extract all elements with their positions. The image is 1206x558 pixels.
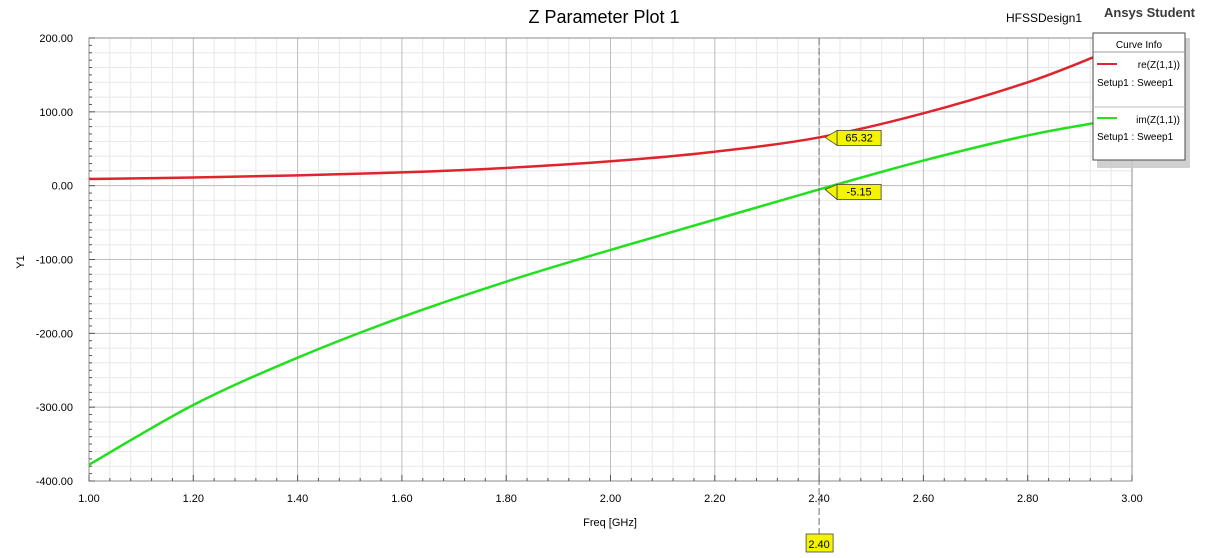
x-tick-label: 2.80 xyxy=(1017,493,1038,505)
chart-title: Z Parameter Plot 1 xyxy=(528,7,679,27)
brand-label: Ansys Student xyxy=(1104,5,1196,20)
y-minor-ticks xyxy=(89,37,95,482)
series-line-0 xyxy=(88,55,1096,181)
legend-sub-re: Setup1 : Sweep1 xyxy=(1097,78,1174,89)
marker-flag xyxy=(836,130,882,146)
x-tick-label: 2.20 xyxy=(704,493,725,505)
legend-series-im: im(Z(1,1)) xyxy=(1136,115,1180,126)
marker-flag xyxy=(836,184,882,200)
x-axis-label: Freq [GHz] xyxy=(583,517,637,529)
x-tick-label: 2.00 xyxy=(600,493,621,505)
series-lines xyxy=(88,55,1096,466)
x-minor-ticks xyxy=(88,475,1133,481)
design-name: HFSSDesign1 xyxy=(1006,11,1082,25)
y-tick-labels: 200.00 100.00 0.00 -100.00 -200.00 -300.00 -40… xyxy=(36,33,73,488)
legend-series-re: re(Z(1,1)) xyxy=(1138,60,1180,71)
x-tick-label: 1.80 xyxy=(495,493,516,505)
y-tick-label: 200.00 xyxy=(39,33,73,45)
marker-value-label: -5.15 xyxy=(847,186,872,198)
marker-value-label: 65.32 xyxy=(845,132,873,144)
marker-x-label: 2.40 xyxy=(808,539,829,551)
y-tick-label: 100.00 xyxy=(39,107,73,119)
x-tick-labels: 1.00 1.20 1.40 1.60 1.80 2.00 2.20 2.40 2.60 2.80… xyxy=(78,493,1142,505)
curve-info-legend[interactable]: Curve Info re(Z(1,1)) Setup1 : Sweep1 im… xyxy=(1092,32,1190,168)
x-tick-label: 2.60 xyxy=(913,493,934,505)
y-tick-label: -100.00 xyxy=(36,255,73,267)
series-line-1 xyxy=(88,121,1096,466)
y-axis-label: Y1 xyxy=(15,255,27,268)
x-tick-label: 1.20 xyxy=(183,493,204,505)
y-tick-label: -400.00 xyxy=(36,476,73,488)
x-tick-label: 1.40 xyxy=(287,493,308,505)
x-tick-label: 1.00 xyxy=(78,493,99,505)
marker-x-flag xyxy=(805,533,834,553)
y-tick-label: 0.00 xyxy=(52,181,73,193)
major-grid xyxy=(88,37,1133,482)
marker-labels: 65.32 -5.15 2.40 xyxy=(805,129,882,553)
y-tick-label: -200.00 xyxy=(36,328,73,340)
marker-pointer xyxy=(824,129,838,147)
x-tick-label: 1.60 xyxy=(391,493,412,505)
x-tick-label: 3.00 xyxy=(1121,493,1142,505)
legend-title: Curve Info xyxy=(1116,40,1163,51)
y-tick-label: -300.00 xyxy=(36,402,73,414)
legend-sub-im: Setup1 : Sweep1 xyxy=(1097,132,1174,143)
